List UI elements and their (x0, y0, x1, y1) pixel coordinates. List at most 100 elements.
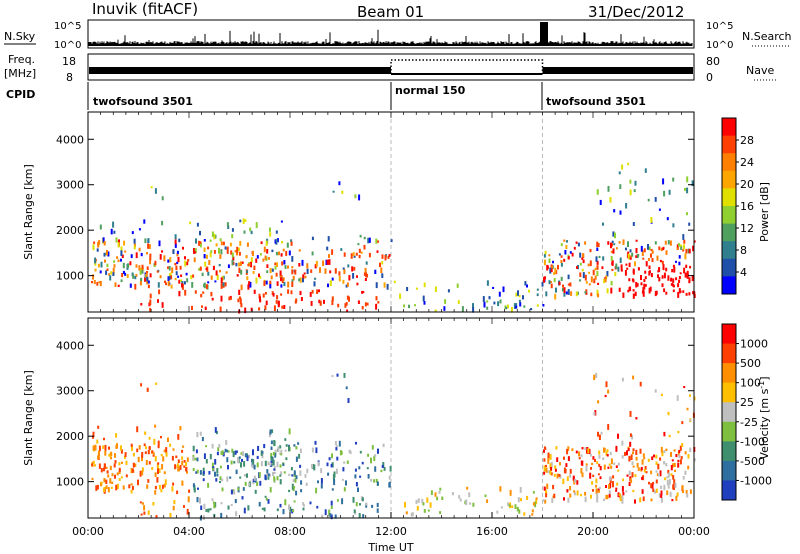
data-cell (641, 459, 644, 465)
data-cell (631, 461, 634, 465)
data-cell (619, 257, 622, 264)
data-cell (205, 509, 208, 512)
data-cell (679, 290, 682, 293)
data-cell (98, 463, 101, 469)
data-cell (625, 490, 628, 493)
colorbar-swatch (722, 188, 736, 207)
data-cell (535, 497, 538, 500)
data-cell (222, 282, 225, 287)
data-cell (569, 493, 572, 498)
data-cell (148, 461, 151, 465)
data-cell (94, 464, 96, 467)
data-cell (683, 386, 686, 389)
colorbar-swatch (722, 223, 736, 242)
data-cell (380, 469, 383, 473)
data-cell (324, 268, 327, 274)
data-cell (314, 264, 317, 269)
data-cell (218, 247, 220, 254)
data-cell (118, 467, 121, 472)
data-cell (233, 461, 236, 464)
data-cell (670, 473, 673, 477)
data-cell (191, 305, 193, 310)
data-cell (675, 495, 678, 501)
data-cell (114, 460, 117, 464)
data-cell (549, 470, 552, 475)
data-cell (566, 448, 569, 455)
data-cell (287, 289, 290, 294)
data-cell (644, 270, 647, 274)
data-cell (643, 283, 646, 290)
data-cell (112, 221, 115, 228)
colorbar-tick-label: 16 (740, 200, 754, 213)
data-cell (146, 276, 149, 282)
nsearch-tick-bottom: 10^0 (706, 40, 733, 51)
data-cell (670, 452, 672, 457)
data-cell (545, 291, 548, 297)
data-cell (207, 508, 210, 513)
data-cell (563, 258, 566, 262)
data-cell (644, 276, 647, 279)
data-cell (672, 484, 675, 490)
y-tick-label: 2000 (56, 430, 84, 443)
data-cell (643, 278, 646, 283)
data-cell (183, 465, 186, 468)
data-cell (536, 288, 539, 291)
data-cell (290, 290, 293, 295)
data-cell (172, 249, 175, 254)
data-cell (137, 479, 139, 486)
data-cell (266, 469, 269, 474)
data-cell (528, 289, 530, 293)
data-cell (179, 426, 182, 431)
data-cell (486, 280, 489, 286)
data-cell (314, 440, 317, 445)
data-cell (686, 407, 689, 411)
data-cell (136, 426, 139, 433)
data-cell (104, 259, 106, 263)
station-title: Inuvik (fitACF) (92, 0, 198, 18)
data-cell (667, 275, 670, 281)
data-cell (235, 469, 238, 475)
data-cell (176, 463, 179, 467)
data-cell (318, 289, 320, 293)
data-cell (618, 241, 621, 244)
data-cell (388, 254, 391, 257)
data-cell (631, 434, 634, 440)
data-cell (543, 449, 545, 453)
data-cell (189, 221, 192, 225)
data-cell (611, 240, 614, 243)
data-cell (315, 260, 318, 267)
data-cell (629, 255, 632, 260)
data-cell (141, 467, 144, 472)
data-cell (331, 249, 334, 255)
data-cell (486, 300, 489, 303)
data-cell (106, 249, 108, 256)
data-cell (160, 454, 163, 457)
data-cell (679, 445, 682, 451)
data-cell (175, 265, 178, 271)
data-cell (526, 284, 528, 288)
data-cell (295, 475, 298, 480)
data-cell (613, 462, 616, 465)
data-cell (205, 254, 208, 259)
data-cell (135, 252, 138, 259)
data-cell (390, 239, 393, 243)
data-cell (357, 300, 360, 304)
data-cell (679, 459, 682, 465)
data-cell (334, 441, 337, 445)
data-cell (596, 289, 599, 296)
freq-panel: Freq. [MHz] 18 8 80 0 Nave (4, 53, 778, 84)
data-cell (291, 281, 294, 287)
data-cell (156, 270, 159, 273)
data-cell (339, 450, 342, 456)
data-cell (597, 243, 600, 247)
data-cell (596, 265, 599, 270)
data-cell (580, 493, 582, 497)
data-cell (549, 463, 552, 469)
data-cell (270, 461, 273, 465)
data-cell (139, 269, 142, 275)
data-cell (610, 250, 613, 253)
data-cell (575, 450, 578, 454)
data-cell (335, 444, 338, 448)
data-cell (680, 456, 683, 460)
